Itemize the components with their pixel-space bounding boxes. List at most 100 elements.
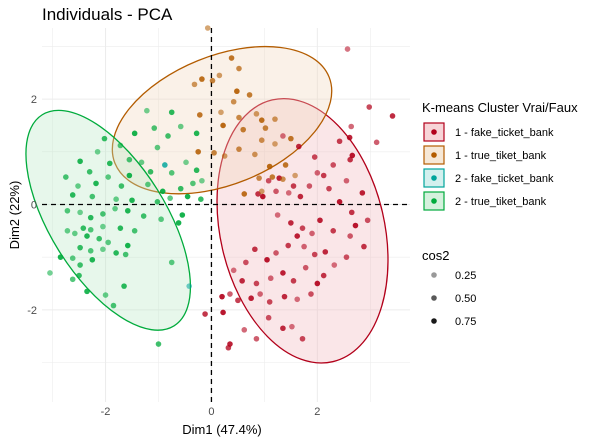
data-point: [288, 220, 294, 226]
data-point: [348, 209, 355, 216]
data-point: [336, 199, 343, 205]
data-point: [248, 295, 254, 302]
cluster-legend: K-means Cluster Vrai/Faux 1 - fake_ticke…: [422, 100, 578, 211]
x-axis-ticks: -2 0 2: [101, 406, 321, 418]
data-point: [352, 222, 359, 229]
data-point: [269, 174, 276, 180]
data-point: [220, 309, 226, 316]
data-point: [246, 92, 253, 98]
data-point: [100, 211, 106, 217]
data-point: [89, 193, 96, 200]
data-point: [349, 152, 356, 159]
y-tick-label: -2: [27, 305, 37, 317]
data-point: [218, 109, 224, 116]
data-point: [144, 107, 150, 114]
data-point: [266, 299, 273, 305]
data-point: [296, 143, 302, 150]
data-point: [280, 325, 286, 332]
legend-key-point: [431, 198, 437, 204]
data-point: [221, 153, 228, 159]
data-point: [264, 256, 270, 263]
data-point: [154, 144, 161, 151]
reference-lines: [42, 28, 410, 402]
data-point: [122, 251, 129, 258]
data-point: [191, 81, 198, 88]
data-point: [89, 256, 96, 263]
data-point: [314, 280, 321, 287]
data-point: [361, 243, 367, 250]
data-point: [280, 270, 286, 276]
chart-title: Individuals - PCA: [42, 5, 173, 24]
data-point: [209, 77, 216, 84]
data-point: [299, 335, 306, 342]
data-point: [162, 162, 168, 168]
data-point: [230, 267, 237, 274]
data-point: [219, 293, 225, 300]
data-point: [280, 133, 286, 139]
data-point: [252, 246, 258, 253]
data-point: [228, 55, 235, 61]
data-point: [93, 180, 99, 187]
ellipse-1: [111, 45, 333, 195]
data-point: [359, 190, 366, 196]
size-legend-label: 0.50: [455, 293, 476, 305]
data-point: [256, 175, 262, 181]
data-point: [102, 292, 109, 298]
data-point: [147, 169, 154, 175]
data-point: [106, 160, 113, 167]
data-point: [196, 112, 203, 118]
legend-entry-label: 1 - fake_ticket_bank: [455, 127, 554, 139]
data-point: [87, 248, 94, 254]
data-point: [282, 162, 289, 168]
data-point: [253, 335, 260, 342]
data-point: [113, 196, 119, 202]
data-point: [331, 262, 338, 268]
data-point: [158, 216, 164, 223]
data-point: [138, 159, 145, 166]
data-point: [80, 225, 87, 231]
data-point: [285, 242, 292, 249]
data-point: [320, 172, 327, 179]
data-point: [343, 254, 350, 260]
data-point: [195, 148, 202, 155]
data-points: [47, 25, 396, 351]
size-legend-label: 0.25: [455, 270, 476, 282]
data-point: [308, 291, 314, 297]
data-point: [69, 255, 76, 261]
data-point: [199, 177, 205, 184]
data-point: [124, 242, 131, 249]
data-point: [184, 193, 191, 200]
data-point: [290, 183, 297, 189]
data-point: [117, 225, 124, 231]
data-point: [322, 249, 329, 255]
data-point: [262, 125, 269, 131]
data-point: [273, 250, 279, 256]
x-axis-label: Dim1 (47.4%): [182, 422, 261, 437]
y-tick-label: 2: [31, 94, 37, 106]
data-point: [77, 262, 83, 268]
legend-title: K-means Cluster Vrai/Faux: [422, 100, 578, 115]
data-point: [110, 302, 117, 309]
data-point: [198, 196, 204, 202]
data-point: [288, 135, 294, 142]
data-point: [113, 250, 119, 256]
data-point: [347, 233, 353, 239]
data-point: [177, 123, 184, 130]
data-point: [236, 146, 242, 152]
data-point: [76, 272, 82, 279]
minor-grid: [42, 28, 410, 402]
data-point: [309, 230, 315, 237]
data-point: [239, 278, 245, 284]
size-legend-point: [431, 318, 437, 324]
data-point: [343, 177, 350, 184]
legend-entry-label: 2 - true_tiket_bank: [455, 196, 547, 208]
data-point: [57, 254, 64, 260]
data-point: [326, 185, 332, 192]
plot-area: [25, 25, 410, 402]
data-point: [272, 116, 278, 122]
data-point: [211, 150, 217, 156]
data-point: [236, 114, 242, 121]
data-point: [230, 98, 237, 105]
data-point: [240, 126, 247, 133]
data-point: [253, 280, 260, 287]
